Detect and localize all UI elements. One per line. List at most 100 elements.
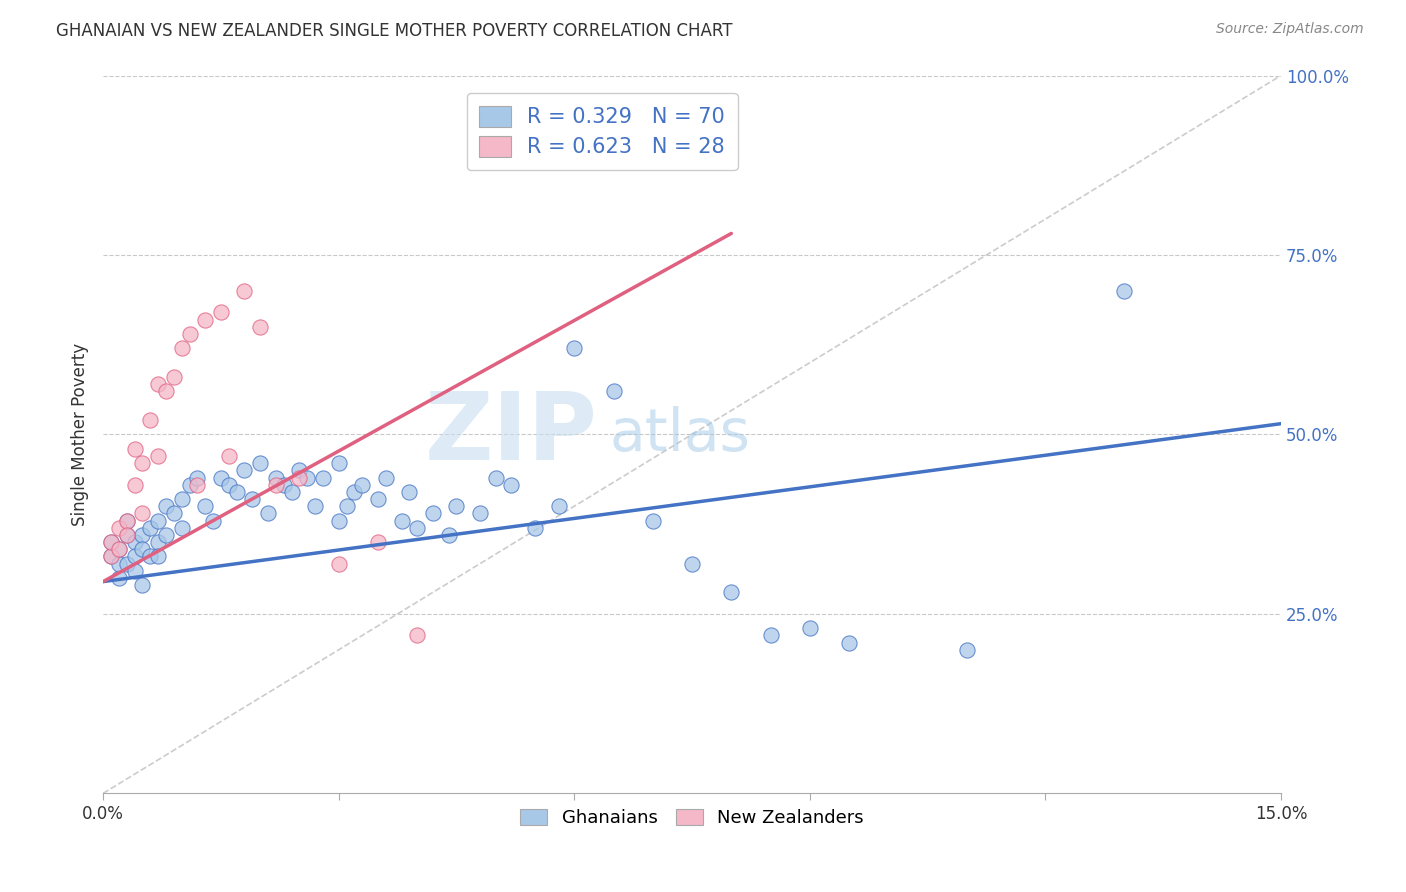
Point xyxy=(131,528,153,542)
Point xyxy=(218,449,240,463)
Point xyxy=(139,413,162,427)
Point xyxy=(297,470,319,484)
Point xyxy=(468,507,491,521)
Point xyxy=(501,477,523,491)
Text: GHANAIAN VS NEW ZEALANDER SINGLE MOTHER POVERTY CORRELATION CHART: GHANAIAN VS NEW ZEALANDER SINGLE MOTHER … xyxy=(56,22,733,40)
Point xyxy=(194,312,217,326)
Point xyxy=(838,635,860,649)
Point xyxy=(446,500,468,514)
Point xyxy=(233,463,256,477)
Point xyxy=(218,477,240,491)
Point xyxy=(249,319,271,334)
Point xyxy=(155,528,177,542)
Point xyxy=(264,470,287,484)
Point xyxy=(100,535,122,549)
Point xyxy=(406,628,429,642)
Point xyxy=(146,449,169,463)
Point xyxy=(1112,284,1135,298)
Point xyxy=(115,528,138,542)
Point xyxy=(139,521,162,535)
Point xyxy=(163,507,186,521)
Point xyxy=(124,442,146,456)
Point xyxy=(485,470,508,484)
Point xyxy=(257,507,280,521)
Point xyxy=(108,571,131,585)
Point xyxy=(681,557,703,571)
Text: ZIP: ZIP xyxy=(425,388,598,481)
Point xyxy=(100,549,122,564)
Point xyxy=(202,514,225,528)
Point xyxy=(170,341,193,355)
Point xyxy=(233,284,256,298)
Point xyxy=(240,491,263,506)
Point xyxy=(335,500,357,514)
Point xyxy=(562,341,585,355)
Point xyxy=(328,456,350,470)
Point xyxy=(108,557,131,571)
Point xyxy=(367,535,389,549)
Point xyxy=(225,484,247,499)
Point xyxy=(264,477,287,491)
Point xyxy=(124,535,146,549)
Point xyxy=(146,549,169,564)
Point xyxy=(759,628,782,642)
Point xyxy=(406,521,429,535)
Point xyxy=(100,549,122,564)
Point xyxy=(352,477,374,491)
Point xyxy=(139,549,162,564)
Point xyxy=(799,621,821,635)
Point xyxy=(391,514,413,528)
Point xyxy=(524,521,547,535)
Point xyxy=(328,557,350,571)
Point xyxy=(115,514,138,528)
Point xyxy=(641,514,664,528)
Point xyxy=(249,456,271,470)
Point xyxy=(155,384,177,399)
Point xyxy=(131,507,153,521)
Y-axis label: Single Mother Poverty: Single Mother Poverty xyxy=(72,343,89,526)
Point xyxy=(209,305,232,319)
Point xyxy=(186,477,208,491)
Point xyxy=(179,477,201,491)
Point xyxy=(398,484,420,499)
Point xyxy=(170,521,193,535)
Point xyxy=(163,370,186,384)
Point xyxy=(186,470,208,484)
Point xyxy=(124,564,146,578)
Point xyxy=(124,549,146,564)
Point xyxy=(146,377,169,392)
Point xyxy=(437,528,460,542)
Point xyxy=(280,484,302,499)
Point xyxy=(131,578,153,592)
Point xyxy=(720,585,742,599)
Point xyxy=(273,477,295,491)
Point xyxy=(374,470,396,484)
Point xyxy=(956,642,979,657)
Point xyxy=(194,500,217,514)
Point xyxy=(288,463,311,477)
Point xyxy=(422,507,444,521)
Point xyxy=(328,514,350,528)
Point xyxy=(131,542,153,557)
Point xyxy=(343,484,366,499)
Point xyxy=(108,521,131,535)
Point xyxy=(312,470,335,484)
Point xyxy=(155,500,177,514)
Point xyxy=(124,477,146,491)
Point xyxy=(115,557,138,571)
Point xyxy=(115,528,138,542)
Point xyxy=(547,500,569,514)
Point xyxy=(602,384,624,399)
Legend: Ghanaians, New Zealanders: Ghanaians, New Zealanders xyxy=(513,802,872,835)
Point xyxy=(108,542,131,557)
Point xyxy=(209,470,232,484)
Point xyxy=(367,491,389,506)
Point xyxy=(146,535,169,549)
Point xyxy=(131,456,153,470)
Point xyxy=(108,542,131,557)
Point xyxy=(170,491,193,506)
Point xyxy=(115,514,138,528)
Point xyxy=(304,500,326,514)
Point xyxy=(146,514,169,528)
Point xyxy=(288,470,311,484)
